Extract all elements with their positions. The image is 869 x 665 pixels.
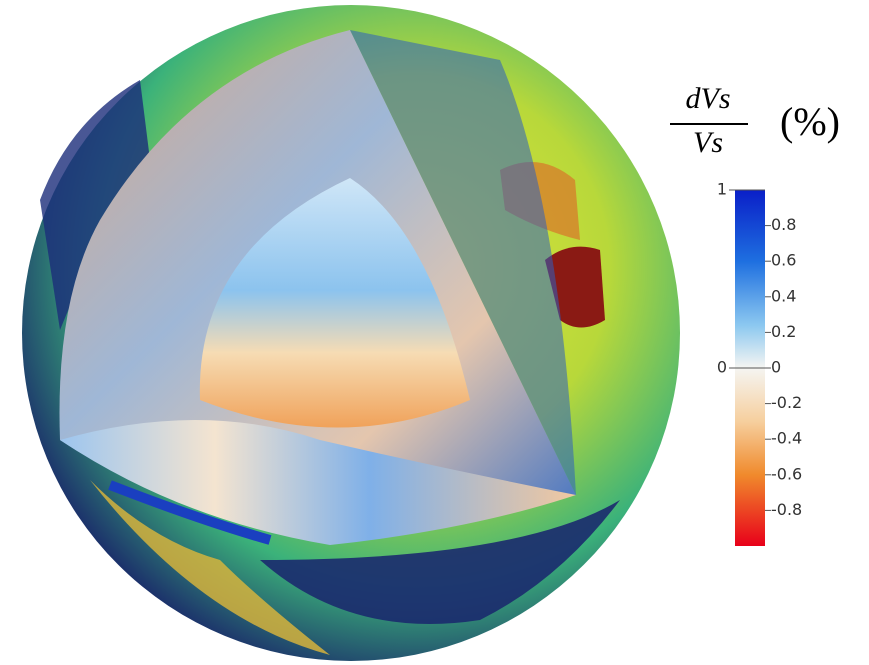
title-numerator: dVs: [686, 82, 731, 115]
tick-label: -0.4: [771, 429, 802, 448]
tick-label: 0: [771, 358, 781, 377]
tick-label: 0.4: [771, 286, 796, 305]
tick-label: -0.8: [771, 500, 802, 519]
tick-label: -0.6: [771, 464, 802, 483]
tick-label: -0.2: [771, 393, 802, 412]
globe-render: [22, 5, 680, 661]
tick-label: 0.6: [771, 251, 796, 270]
tick-label: 0.8: [771, 215, 796, 234]
title-unit: (%): [780, 99, 840, 144]
colorbar-title: dVs Vs (%): [670, 82, 840, 159]
tick-label: 1: [717, 180, 727, 199]
tick-label: 0.2: [771, 322, 796, 341]
title-denominator: Vs: [693, 126, 723, 159]
figure: dVs Vs (%) 0.8 0.6 0.4 0.2 0 -0.2 -0.4 -0.6 -0.8…: [0, 0, 869, 665]
tick-label: 0: [717, 358, 727, 377]
